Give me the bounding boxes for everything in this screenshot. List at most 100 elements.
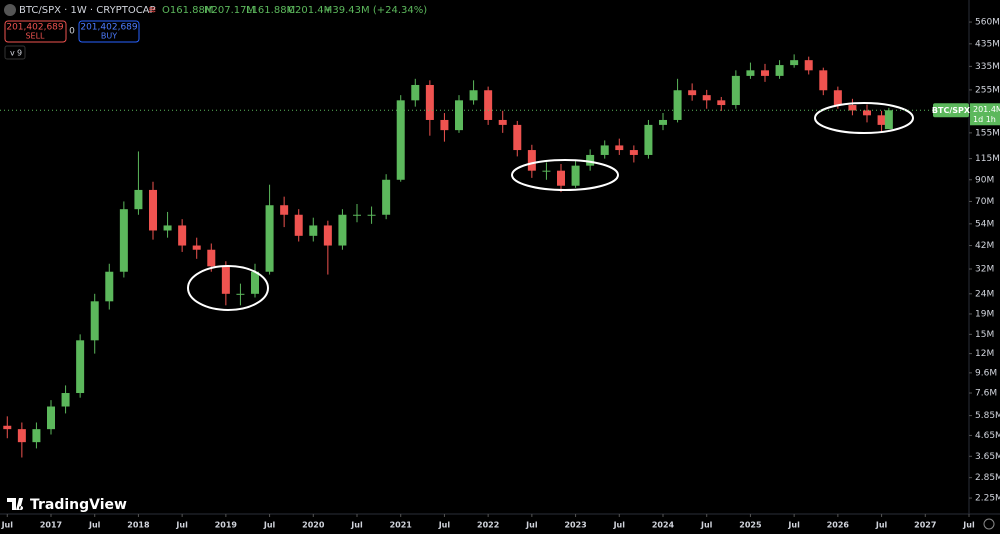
candle-body — [863, 110, 871, 116]
candle-body — [396, 100, 405, 180]
y-tick-label: 435M — [975, 39, 1000, 49]
x-tick-label: 2020 — [302, 521, 325, 530]
x-tick-label: Jul — [175, 521, 188, 530]
candle-body — [644, 124, 653, 155]
candle-body — [149, 189, 157, 231]
y-tick-label: 32M — [975, 264, 994, 274]
candle-body — [717, 100, 726, 106]
candle-body — [600, 145, 609, 155]
y-tick-label: 5.85M — [975, 411, 1000, 421]
candle-body — [163, 225, 172, 231]
candle-body — [469, 90, 478, 101]
price-tag-symbol: BTC/SPX — [932, 106, 971, 115]
y-tick-label: 9.6M — [975, 368, 997, 378]
candle-body — [557, 170, 565, 186]
indicator-toggle[interactable] — [4, 45, 26, 60]
ohlc-close: C201.4M — [288, 5, 332, 16]
candle-body — [32, 429, 41, 443]
candle-body — [513, 124, 522, 151]
x-tick-label: Jul — [350, 521, 363, 530]
candle-body — [884, 110, 893, 130]
candle-body — [192, 245, 201, 250]
settings-icon[interactable] — [983, 518, 995, 530]
status-icon: ≋ — [148, 5, 156, 16]
candle-body — [440, 119, 449, 131]
candle-body — [353, 214, 361, 216]
candle-body — [338, 214, 347, 246]
candle-body — [425, 84, 434, 120]
candle-body — [527, 150, 536, 171]
candle-body — [819, 70, 828, 91]
sell-button[interactable] — [4, 20, 67, 43]
x-tick-label: Jul — [1, 521, 14, 530]
annotation-ellipse — [511, 159, 619, 191]
buy-label: BUY — [101, 32, 117, 41]
candle-body — [178, 225, 187, 246]
candle-body — [367, 214, 376, 216]
y-tick-label: 24M — [975, 289, 994, 299]
candle-body — [265, 205, 274, 272]
x-tick-label: Jul — [263, 521, 276, 530]
candle-body — [280, 205, 289, 215]
x-tick-label: 2026 — [827, 521, 850, 530]
plot-area — [3, 54, 893, 458]
y-tick-label: 90M — [975, 175, 994, 185]
buy-button[interactable] — [78, 20, 140, 43]
x-tick-label: 2022 — [477, 521, 499, 530]
candle-body — [761, 70, 769, 76]
candle-body — [877, 115, 886, 125]
price-tag-symbol-box — [933, 103, 969, 118]
price-tag-price: 201.4M — [973, 105, 1000, 114]
x-tick-label: Jul — [613, 521, 626, 530]
price-tag-box — [970, 103, 1000, 126]
x-tick-label: Jul — [438, 521, 451, 530]
candle-body — [134, 189, 143, 210]
candle-body — [833, 90, 842, 106]
candle-body — [105, 271, 114, 302]
x-tick-label: 2024 — [652, 521, 675, 530]
candle-body — [3, 425, 12, 430]
y-tick-label: 54M — [975, 219, 994, 229]
spread: 0 — [69, 27, 75, 37]
candle-body — [221, 266, 230, 294]
indicator-count: 9 — [17, 49, 22, 58]
symbol-icon — [4, 4, 16, 16]
x-tick-label: 2017 — [40, 521, 62, 530]
y-tick-label: 4.65M — [975, 431, 1000, 441]
candle-body — [61, 393, 70, 407]
y-tick-label: 15M — [975, 330, 994, 340]
candle-body — [76, 340, 85, 394]
ohlc-change: +39.43M (+24.34%) — [324, 5, 427, 16]
ohlc-open: O161.88M — [162, 5, 214, 16]
candle-body — [411, 84, 420, 101]
buy-price: 201,402,689 — [80, 23, 138, 33]
ohlc-low: L161.88M — [246, 5, 295, 16]
candle-body — [688, 90, 697, 96]
candle-body — [455, 100, 463, 131]
candle-body — [702, 95, 711, 101]
candle-body — [848, 105, 857, 111]
x-tick-label: Jul — [525, 521, 538, 530]
symbol-line[interactable]: BTC/SPX · 1W · CRYPTOCAP — [19, 5, 156, 16]
y-tick-label: 42M — [975, 241, 994, 251]
sell-price: 201,402,689 — [6, 23, 64, 33]
candle-body — [309, 225, 318, 236]
x-tick-label: 2023 — [564, 521, 586, 530]
candle-body — [17, 429, 26, 443]
candle-body — [323, 225, 332, 246]
candle-body — [775, 65, 784, 76]
x-tick-label: Jul — [88, 521, 101, 530]
candle-body — [294, 214, 303, 236]
annotation-ellipse — [187, 265, 269, 311]
candle-body — [90, 301, 99, 341]
candle-body — [484, 90, 493, 120]
ohlc-high: H207.17M — [204, 5, 255, 16]
candle-body — [498, 119, 507, 125]
y-tick-label: 115M — [975, 154, 1000, 164]
sell-label: SELL — [25, 32, 45, 41]
candle-body — [615, 145, 624, 151]
x-tick-label: Jul — [700, 521, 713, 530]
candle-body — [790, 60, 799, 66]
x-tick-label: 2027 — [914, 521, 936, 530]
